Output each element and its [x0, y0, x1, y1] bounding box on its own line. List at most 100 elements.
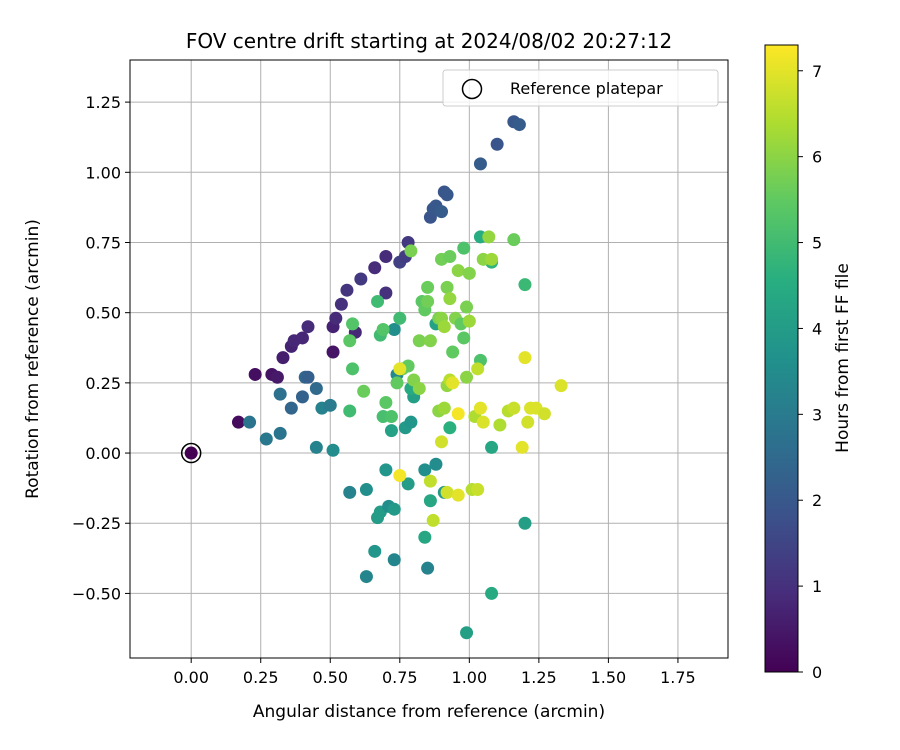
data-point [421, 294, 435, 308]
data-point [276, 351, 290, 365]
data-point [309, 440, 323, 454]
data-point [384, 424, 398, 438]
data-point [485, 252, 499, 266]
data-point [359, 483, 373, 497]
colorbar-ticks: 0 1 2 3 4 5 6 7 [798, 62, 822, 682]
colorbar-label: Hours from first FF file [833, 263, 853, 453]
data-point [368, 261, 382, 275]
plot-frame [129, 59, 729, 659]
colorbar-tick-label: 4 [812, 319, 822, 338]
reference-point [184, 446, 198, 460]
data-point [326, 443, 340, 457]
data-point [426, 513, 440, 527]
data-point [429, 457, 443, 471]
legend-label: Reference platepar [510, 79, 663, 98]
data-point [384, 410, 398, 424]
data-point [440, 485, 454, 499]
data-point [231, 415, 245, 429]
data-point [518, 351, 532, 365]
y-tick-label: 1.25 [85, 93, 121, 112]
data-point [248, 367, 262, 381]
x-tick-label: 0.75 [382, 668, 418, 687]
data-point [295, 331, 309, 345]
data-point [451, 488, 465, 502]
data-point [507, 233, 521, 247]
data-point [343, 485, 357, 499]
data-point [273, 387, 287, 401]
data-point [259, 432, 273, 446]
data-point [554, 379, 568, 393]
data-points [231, 115, 568, 640]
data-point [471, 362, 485, 376]
data-point [354, 272, 368, 286]
data-point [451, 407, 465, 421]
data-point [326, 345, 340, 359]
data-point [471, 483, 485, 497]
data-point [393, 311, 407, 325]
data-point [404, 244, 418, 258]
data-point [357, 384, 371, 398]
data-point [295, 390, 309, 404]
y-axis-label: Rotation from reference (arcmin) [23, 219, 43, 499]
colorbar-tick-label: 2 [812, 491, 822, 510]
data-point [507, 401, 521, 415]
data-point [379, 250, 393, 264]
data-point [393, 362, 407, 376]
data-point [462, 266, 476, 280]
legend-box [442, 69, 719, 107]
data-point [440, 280, 454, 294]
data-point [387, 553, 401, 567]
data-point [301, 320, 315, 334]
data-point [243, 415, 257, 429]
data-point [371, 294, 385, 308]
data-point [537, 407, 551, 421]
legend-marker-icon [461, 78, 483, 100]
data-point [476, 415, 490, 429]
data-point [387, 323, 401, 337]
data-point [418, 530, 432, 544]
data-point [443, 421, 457, 435]
x-tick-label: 0.00 [173, 668, 209, 687]
data-point [435, 205, 449, 219]
y-tick-label: 0.25 [85, 374, 121, 393]
data-point [451, 264, 465, 278]
data-point [359, 570, 373, 584]
colorbar-gradient [764, 44, 799, 673]
x-tick-label: 1.50 [591, 668, 627, 687]
chart-title: FOV centre drift starting at 2024/08/02 … [186, 29, 672, 53]
data-point [473, 157, 487, 171]
data-point [446, 345, 460, 359]
data-point [346, 317, 360, 331]
colorbar-tick-label: 1 [812, 577, 822, 596]
data-point [329, 311, 343, 325]
data-point [412, 381, 426, 395]
data-point [518, 516, 532, 530]
data-point [418, 463, 432, 477]
x-tick-label: 0.50 [312, 668, 348, 687]
data-point [284, 401, 298, 415]
data-point [390, 376, 404, 390]
data-point [421, 561, 435, 575]
data-point [515, 440, 529, 454]
data-point [485, 586, 499, 600]
colorbar-tick-label: 6 [812, 148, 822, 167]
colorbar-tick-label: 0 [812, 663, 822, 682]
data-point [437, 320, 451, 334]
data-point [457, 331, 471, 345]
x-axis-label: Angular distance from reference (arcmin) [253, 702, 605, 722]
data-point [446, 376, 460, 390]
reference-ring [180, 442, 202, 464]
data-point [443, 292, 457, 306]
data-point [485, 440, 499, 454]
data-point [457, 241, 471, 255]
data-point [379, 396, 393, 410]
data-point [334, 297, 348, 311]
data-point [379, 286, 393, 300]
data-point [437, 401, 451, 415]
data-point [412, 334, 426, 348]
data-point [435, 435, 449, 449]
data-point [460, 300, 474, 314]
data-point [376, 323, 390, 337]
data-point [273, 426, 287, 440]
